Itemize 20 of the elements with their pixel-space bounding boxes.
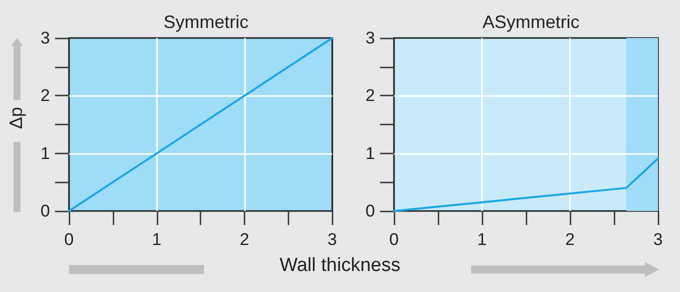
x-tick-label: 1 bbox=[477, 230, 487, 249]
chart-title: Symmetric bbox=[164, 12, 248, 32]
x-tick-label: 0 bbox=[64, 230, 74, 249]
y-tick-label: 2 bbox=[366, 86, 375, 106]
y-tick-label: 2 bbox=[40, 86, 50, 106]
y-tick-label: 1 bbox=[40, 144, 50, 163]
x-axis-title: Wall thickness bbox=[278, 255, 402, 277]
y-tick-label: 0 bbox=[366, 202, 375, 220]
y-tick-label: 0 bbox=[40, 202, 50, 220]
x-tick-label: 2 bbox=[565, 230, 575, 249]
y-tick-label: 3 bbox=[40, 28, 50, 48]
chart-title: ASymmetric bbox=[482, 12, 580, 32]
x-tick-label: 2 bbox=[240, 230, 250, 249]
x-tick-label: 3 bbox=[328, 230, 338, 249]
y-tick-label: 3 bbox=[366, 28, 375, 48]
x-tick-label: 1 bbox=[152, 230, 162, 249]
x-tick-label: 0 bbox=[389, 230, 399, 249]
x-tick-label: 3 bbox=[653, 230, 663, 249]
y-axis-title: Δp bbox=[6, 106, 26, 130]
y-tick-label: 1 bbox=[366, 144, 375, 163]
